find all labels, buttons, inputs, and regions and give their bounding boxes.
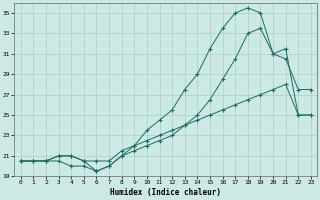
X-axis label: Humidex (Indice chaleur): Humidex (Indice chaleur) [110,188,221,197]
